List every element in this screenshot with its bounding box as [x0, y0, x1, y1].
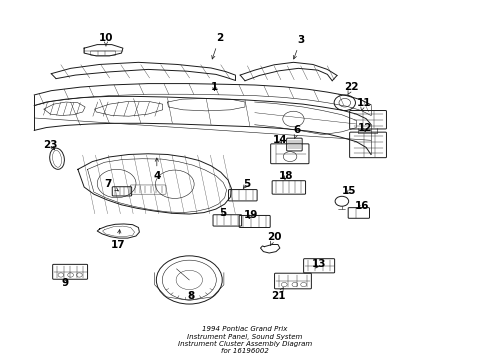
Text: 14: 14 — [272, 135, 287, 145]
Text: 20: 20 — [267, 233, 281, 245]
Text: 6: 6 — [294, 125, 301, 138]
Text: 16: 16 — [355, 201, 369, 211]
Text: 11: 11 — [356, 98, 371, 111]
Text: 1994 Pontiac Grand Prix
Instrument Panel, Sound System
Instrument Cluster Assemb: 1994 Pontiac Grand Prix Instrument Panel… — [178, 327, 312, 354]
Text: 15: 15 — [342, 186, 356, 196]
Text: 18: 18 — [279, 171, 294, 181]
Text: 23: 23 — [43, 140, 57, 150]
Text: 17: 17 — [111, 230, 125, 249]
Text: 12: 12 — [358, 122, 372, 132]
Text: 4: 4 — [153, 158, 161, 181]
Text: 3: 3 — [294, 35, 304, 59]
Text: 13: 13 — [311, 259, 326, 269]
Text: 8: 8 — [187, 291, 195, 301]
Text: 19: 19 — [244, 211, 258, 220]
Text: 5: 5 — [220, 208, 227, 217]
Text: 7: 7 — [105, 179, 119, 191]
Text: 21: 21 — [270, 288, 285, 301]
Text: 10: 10 — [98, 33, 113, 46]
Text: 9: 9 — [61, 279, 68, 288]
Text: 5: 5 — [243, 179, 250, 189]
Text: 1: 1 — [211, 82, 218, 92]
Text: 2: 2 — [212, 33, 223, 59]
Text: 22: 22 — [344, 82, 359, 95]
